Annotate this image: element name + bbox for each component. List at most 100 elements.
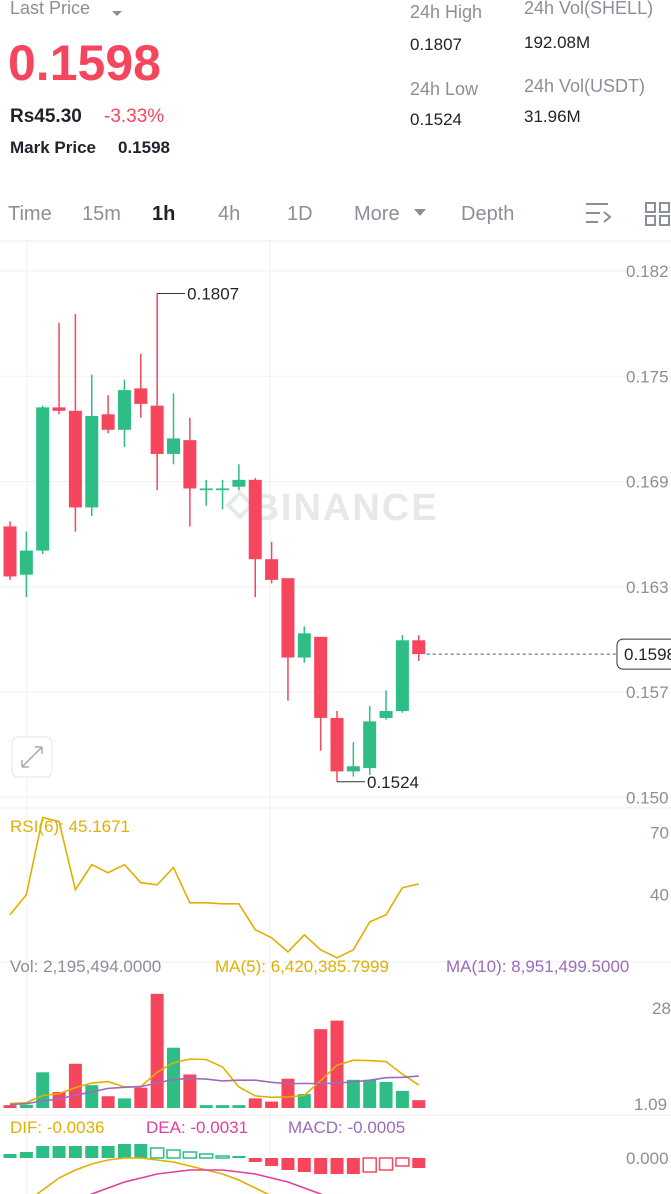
watermark: BINANCE: [251, 487, 438, 529]
candle-body: [19, 550, 33, 575]
bar: [3, 1154, 17, 1158]
legend-entry: DEA: -0.0031: [146, 1118, 248, 1137]
stat-label: 24h Vol(SHELL): [524, 0, 653, 18]
bar: [265, 1158, 279, 1166]
line-group: [9, 1058, 420, 1105]
bar: [167, 1047, 180, 1108]
bar: [346, 1158, 360, 1174]
tab[interactable]: More: [354, 203, 400, 225]
low-annotation: 0.1524: [367, 773, 419, 792]
series-line: [9, 1075, 419, 1106]
bar: [117, 1098, 131, 1108]
bar: [182, 1151, 198, 1159]
indicator-icon[interactable]: [586, 203, 612, 223]
y-tick-label: 0.150: [626, 788, 669, 807]
stat-value: 0.1524: [410, 110, 462, 129]
layout-icon[interactable]: [659, 202, 670, 213]
toolbar-icons[interactable]: [586, 202, 670, 226]
candle-body: [36, 407, 50, 551]
y-tick-label: 0.182: [626, 262, 669, 281]
bar: [149, 1147, 165, 1159]
tab[interactable]: Time: [8, 203, 52, 225]
candle-body: [117, 390, 131, 430]
fiat-price: Rs45.30: [10, 106, 82, 127]
series-line: [9, 816, 419, 959]
bar: [314, 1158, 328, 1174]
y-tick-label: 0.157: [626, 683, 669, 702]
price-change: -3.33%: [104, 106, 164, 127]
line-group: [89, 1169, 323, 1194]
stat-value: 0.1807: [410, 35, 462, 54]
bar: [281, 1158, 295, 1170]
layout-icon[interactable]: [659, 215, 670, 226]
y-tick-label: 0.175: [626, 367, 669, 386]
y-tick-label: 0.169: [626, 473, 669, 492]
candle-body: [150, 405, 164, 454]
candle-body: [232, 479, 246, 487]
candle-body: [281, 578, 295, 658]
legend-entry: DIF: -0.0036: [10, 1118, 105, 1137]
candle-body: [265, 559, 279, 580]
last-price-tag: [616, 638, 671, 670]
bar: [346, 1079, 360, 1108]
bars: [3, 1144, 426, 1174]
bar: [36, 1072, 50, 1108]
tab[interactable]: Depth: [461, 203, 514, 225]
bar: [297, 1158, 311, 1172]
bar: [297, 1094, 311, 1108]
bar: [330, 1158, 344, 1174]
expand-icon[interactable]: [21, 746, 43, 768]
bar: [363, 1079, 377, 1108]
layout-icon[interactable]: [645, 202, 656, 213]
candle-body: [183, 440, 197, 489]
candle-body: [134, 388, 148, 404]
bar: [101, 1096, 115, 1108]
candle-body: [297, 633, 311, 658]
bar: [150, 993, 164, 1108]
candle-body: [216, 488, 230, 491]
panel-title: RSI(6): 45.1671: [10, 817, 130, 836]
watermark-logo: [225, 490, 255, 520]
panel-title: MACD: -0.0005: [288, 1118, 405, 1137]
tab[interactable]: 1D: [287, 203, 313, 225]
line-group: [9, 1075, 419, 1106]
bar: [248, 1158, 262, 1162]
mark-price-label: Mark Price: [10, 138, 96, 157]
bar: [52, 1091, 66, 1108]
last-price: 0.1598: [8, 35, 161, 91]
bar: [85, 1085, 99, 1108]
candle-body: [3, 526, 17, 577]
bar: [248, 1098, 262, 1108]
bar: [19, 1152, 33, 1158]
line-group: [9, 816, 419, 959]
stat-label: 24h Low: [410, 79, 479, 99]
bar: [36, 1146, 50, 1158]
panel-title: Vol: 2,195,494.0000: [10, 957, 161, 976]
candle-body: [248, 479, 262, 560]
bar: [117, 1144, 131, 1158]
bar: [166, 1149, 181, 1159]
tab[interactable]: 4h: [218, 203, 240, 225]
bar: [101, 1146, 115, 1158]
candle-body: [314, 636, 328, 718]
layout-icon[interactable]: [645, 215, 656, 226]
y-tick-label: 0.163: [626, 578, 669, 597]
bar: [412, 1158, 426, 1168]
candle-body: [167, 438, 180, 454]
line-group: [35, 1157, 270, 1194]
tab[interactable]: 15m: [82, 203, 121, 225]
tab[interactable]: 1h: [152, 203, 175, 225]
bar: [85, 1146, 99, 1158]
bar: [216, 1105, 230, 1108]
last-price-tag-text: 0.1598: [624, 645, 671, 664]
candle-body: [363, 721, 377, 768]
bar: [281, 1078, 295, 1108]
bar: [379, 1081, 393, 1108]
candle-body: [412, 640, 426, 655]
tabs: Time 15m 1h 4h 1D More Depth: [8, 203, 514, 225]
bar: [232, 1156, 246, 1158]
bar: [199, 1105, 213, 1108]
candle-body: [52, 407, 66, 411]
stat-label: 24h Vol(USDT): [524, 76, 645, 96]
